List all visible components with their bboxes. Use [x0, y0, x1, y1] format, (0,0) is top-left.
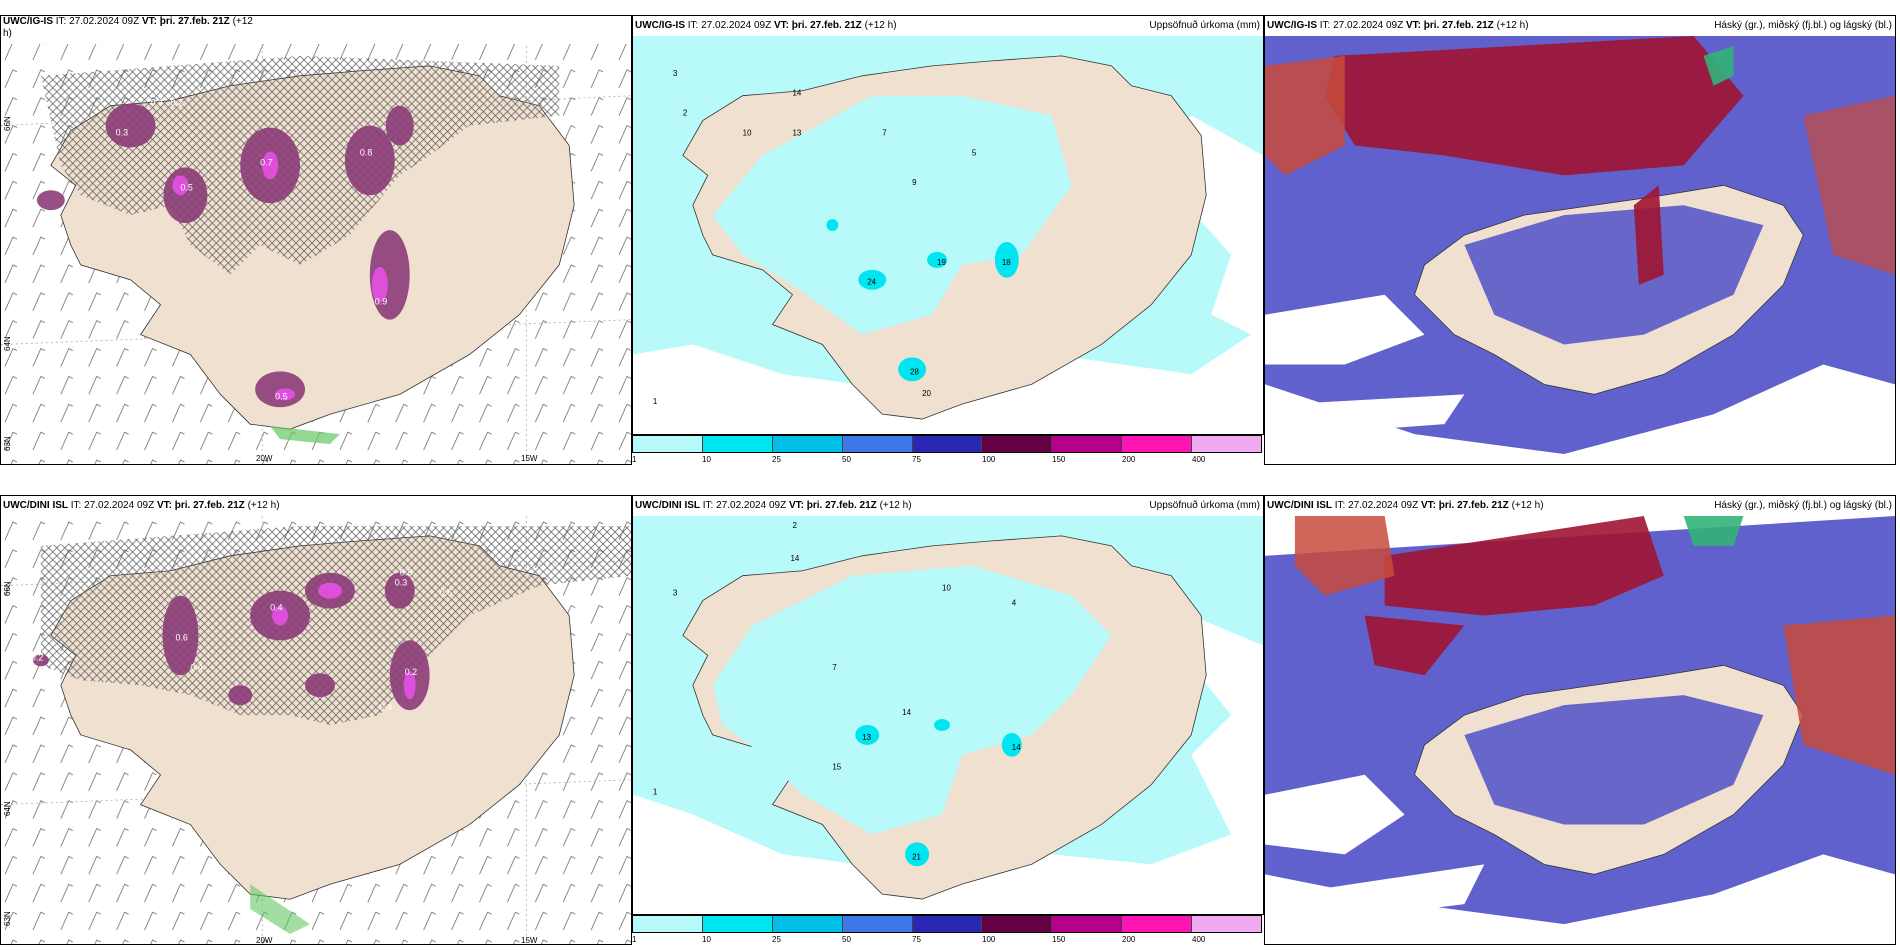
- colorbar-tick: 25: [772, 935, 781, 944]
- snow-label: 0.8: [400, 568, 412, 578]
- panel-dini-precip: UWC/DINI ISL IT: 27.02.2024 09Z VT: þri.…: [632, 495, 1264, 915]
- lat-label: 63N: [3, 436, 12, 451]
- colorbar-tick: 100: [982, 455, 996, 464]
- colorbar-tick: 1: [632, 455, 637, 464]
- panel-header: UWC/DINI ISL IT: 27.02.2024 09Z VT: þri.…: [1, 496, 631, 516]
- precip-label: 9: [912, 178, 917, 187]
- precip-colorbar: 1 10 25 50 75 100 150 200 400: [632, 915, 1262, 947]
- map-clouds: [1265, 36, 1895, 464]
- snow-label: 0.5: [180, 182, 192, 192]
- panel-dini-clouds: UWC/DINI ISL IT: 27.02.2024 09Z VT: þri.…: [1264, 495, 1896, 945]
- panel-header: UWC/DINI ISL IT: 27.02.2024 09Z VT: þri.…: [633, 496, 1263, 516]
- map-snow-wind: 0.4 0.2 0.3 0.5 0.7 0.8 0.9 0.5: [1, 36, 631, 464]
- precip-label: 4: [1012, 599, 1017, 608]
- precip-label: 7: [882, 129, 887, 138]
- precip-label: 3: [673, 589, 678, 598]
- lat-label: 66N: [3, 581, 12, 596]
- precip-label: 15: [832, 763, 841, 772]
- lat-label: 64N: [3, 336, 12, 351]
- colorbar-tick: 75: [912, 455, 921, 464]
- panel-header: UWC/DINI ISL IT: 27.02.2024 09Z VT: þri.…: [1265, 496, 1895, 516]
- lat-label: 64N: [3, 801, 12, 816]
- map-snow-wind: 0.3 0.8 0.5 0.4 0.6 0.2 0.4 0.4 0.2: [1, 516, 631, 944]
- snow-label: 0.4: [190, 662, 202, 672]
- panel-ig-is-snow: UWC/IG-IS IT: 27.02.2024 09Z VT: þri. 27…: [0, 15, 632, 465]
- precip-label: 2: [683, 109, 688, 118]
- colorbar-tick: 25: [772, 455, 781, 464]
- precip-label: 18: [1002, 258, 1011, 267]
- lon-label: 15W: [521, 936, 538, 945]
- snow-label: 0.4: [151, 98, 163, 108]
- snow-label: 0.9: [375, 297, 387, 307]
- precip-label: 3: [673, 69, 678, 78]
- snow-label: 0.5: [440, 588, 452, 598]
- colorbar-tick: 100: [982, 935, 996, 944]
- map-precip: 3 2 14 13 10 7 9 5 24 19 18 28 20 1: [633, 36, 1263, 434]
- colorbar-tick: 10: [702, 455, 711, 464]
- lon-label: 20W: [256, 936, 273, 945]
- precip-label: 14: [792, 89, 801, 98]
- precip-label: 19: [937, 258, 946, 267]
- panel-ig-is-clouds: UWC/IG-IS IT: 27.02.2024 09Z VT: þri. 27…: [1264, 15, 1896, 465]
- snow-label: 0.5: [275, 391, 287, 401]
- precip-label: 14: [902, 708, 911, 717]
- precip-label: 5: [972, 148, 977, 157]
- map-clouds: [1265, 516, 1895, 944]
- lat-label: 63N: [3, 911, 12, 926]
- colorbar-tick: 75: [912, 935, 921, 944]
- snow-label: 0.2: [170, 98, 182, 108]
- precip-label: 28: [910, 367, 919, 376]
- colorbar-tick: 10: [702, 935, 711, 944]
- snow-label: 0.2: [31, 652, 43, 662]
- snow-label: 0.4: [380, 702, 392, 712]
- precip-label: 20: [922, 389, 931, 398]
- colorbar-tick: 400: [1192, 455, 1206, 464]
- colorbar-tick: 50: [842, 455, 851, 464]
- panel-ig-is-precip: UWC/IG-IS IT: 27.02.2024 09Z VT: þri. 27…: [632, 15, 1264, 435]
- panel-header: UWC/IG-IS IT: 27.02.2024 09Z VT: þri. 27…: [1, 16, 631, 44]
- precip-label: 1: [653, 397, 658, 406]
- snow-label: 0.2: [405, 667, 417, 677]
- panel-header: UWC/IG-IS IT: 27.02.2024 09Z VT: þri. 27…: [633, 16, 1263, 36]
- precip-label: 14: [1012, 743, 1021, 752]
- precip-colorbar: 1 10 25 50 75 100 150 200 400: [632, 435, 1262, 467]
- lon-label: 15W: [521, 454, 538, 463]
- panel-header: UWC/IG-IS IT: 27.02.2024 09Z VT: þri. 27…: [1265, 16, 1895, 36]
- panel-dini-snow: UWC/DINI ISL IT: 27.02.2024 09Z VT: þri.…: [0, 495, 632, 945]
- precip-label: 1: [653, 788, 658, 797]
- colorbar-tick: 400: [1192, 935, 1206, 944]
- map-precip: 2 14 3 10 4 7 13 14 15 14 21 1: [633, 516, 1263, 914]
- precip-label: 21: [912, 852, 921, 861]
- snow-label: 0.7: [260, 157, 272, 167]
- snow-label: 0.4: [270, 603, 282, 613]
- colorbar-tick: 200: [1122, 935, 1136, 944]
- precip-label: 13: [792, 129, 801, 138]
- colorbar-tick: 1: [632, 935, 637, 944]
- snow-label: 0.8: [360, 147, 372, 157]
- snow-label: 0.6: [175, 632, 187, 642]
- precip-label: 13: [862, 733, 871, 742]
- precip-label: 7: [832, 663, 837, 672]
- precip-label: 10: [743, 129, 752, 138]
- lon-label: 20W: [256, 454, 273, 463]
- snow-label: 0.3: [395, 578, 407, 588]
- precip-label: 14: [791, 554, 800, 563]
- precip-label: 24: [867, 278, 876, 287]
- precip-label: 10: [942, 584, 951, 593]
- lat-label: 66N: [3, 116, 12, 131]
- colorbar-tick: 150: [1052, 455, 1066, 464]
- colorbar-tick: 150: [1052, 935, 1066, 944]
- colorbar-tick: 200: [1122, 455, 1136, 464]
- precip-label: 2: [792, 521, 797, 530]
- snow-label: 0.3: [116, 128, 128, 138]
- colorbar-tick: 50: [842, 935, 851, 944]
